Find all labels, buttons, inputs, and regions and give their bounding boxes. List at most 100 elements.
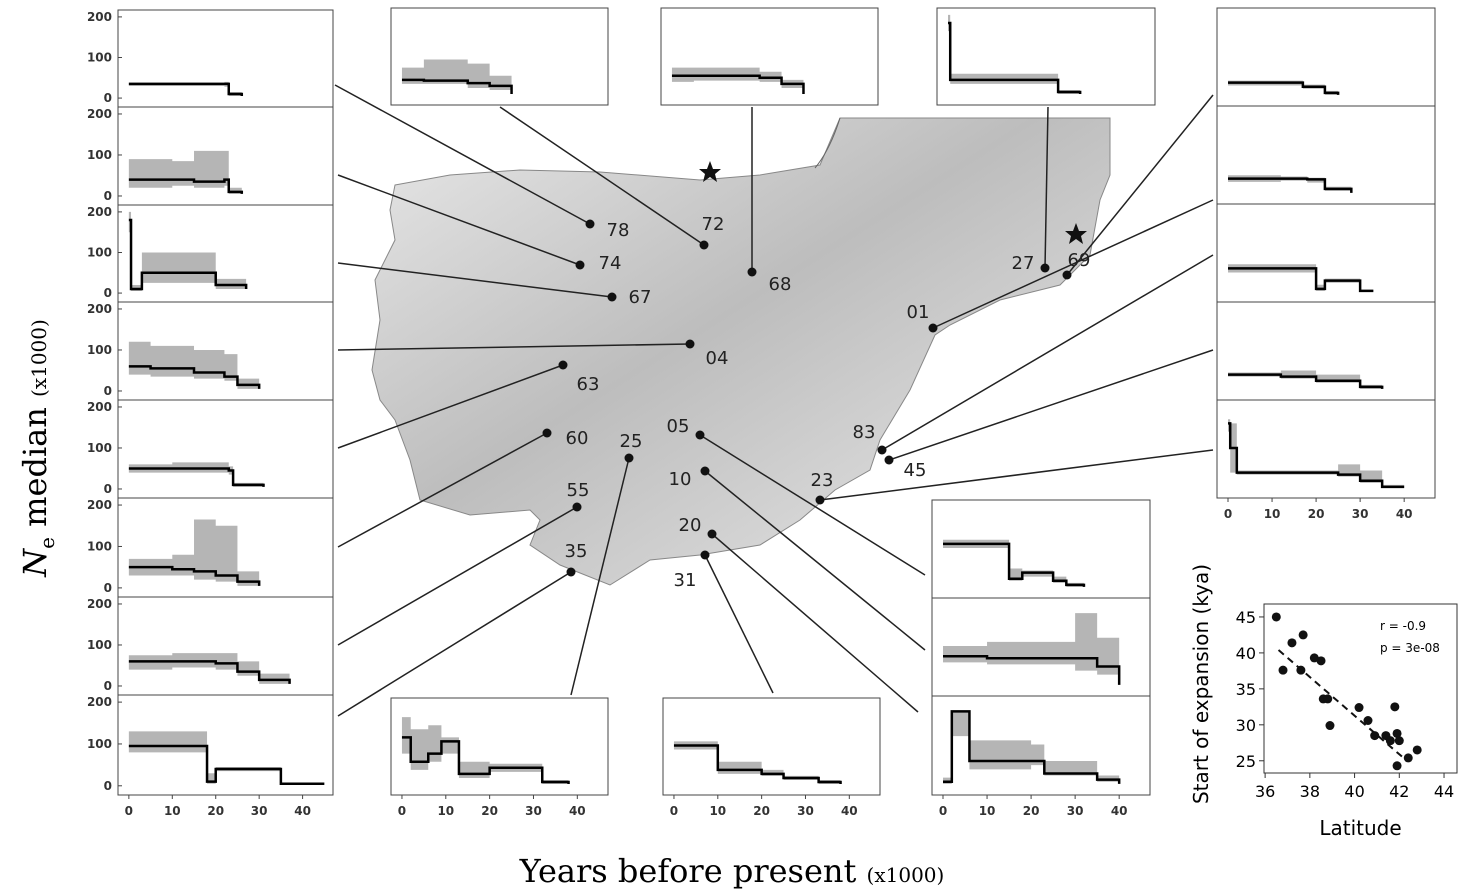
site-label: 60 bbox=[566, 428, 589, 449]
x-tick-label: 20 bbox=[1023, 804, 1040, 818]
site-label: 74 bbox=[599, 253, 622, 274]
x-axis-title: Latitude bbox=[1319, 816, 1401, 840]
site-dot bbox=[567, 568, 576, 577]
site-dot bbox=[700, 241, 709, 250]
x-tick-label: 30 bbox=[797, 804, 814, 818]
y-tick-label: 0 bbox=[104, 286, 112, 300]
panel-frame bbox=[391, 8, 608, 105]
site-dot bbox=[625, 454, 634, 463]
x-tick-label: 0 bbox=[1224, 507, 1232, 521]
y-tick-label: 100 bbox=[87, 638, 112, 652]
site-dot bbox=[708, 530, 717, 539]
site-dot bbox=[1041, 264, 1050, 273]
y-axis-title: Start of expansion (kya) bbox=[1189, 564, 1213, 804]
point bbox=[1287, 638, 1296, 647]
y-axis-label: Ne median (x1000) bbox=[16, 319, 59, 578]
y-tick-label: 200 bbox=[87, 695, 112, 709]
site-dot bbox=[701, 551, 710, 560]
point bbox=[1363, 716, 1372, 725]
panel-frame bbox=[1217, 302, 1435, 400]
point bbox=[1413, 745, 1422, 754]
site-label: 31 bbox=[674, 570, 697, 591]
x-tick-label: 0 bbox=[125, 804, 133, 818]
site-label: 72 bbox=[702, 214, 725, 235]
site-label: 68 bbox=[769, 274, 792, 295]
y-tick-label: 200 bbox=[87, 205, 112, 219]
site-dot bbox=[573, 503, 582, 512]
site-label: 10 bbox=[669, 469, 692, 490]
x-tick-label: 0 bbox=[939, 804, 947, 818]
y-tick-label: 200 bbox=[87, 400, 112, 414]
y-tick-label: 100 bbox=[87, 737, 112, 751]
point bbox=[1323, 694, 1332, 703]
site-label: 69 bbox=[1068, 250, 1091, 271]
panel-frame bbox=[932, 500, 1150, 598]
y-tick-label: 45 bbox=[1236, 608, 1256, 627]
site-label: 45 bbox=[904, 460, 927, 481]
point bbox=[1386, 736, 1395, 745]
y-tick-label: 0 bbox=[104, 91, 112, 105]
connector bbox=[889, 350, 1213, 460]
x-tick-label: 10 bbox=[1264, 507, 1281, 521]
x-tick-label: 30 bbox=[525, 804, 542, 818]
connector bbox=[705, 555, 773, 693]
annotation: p = 3e-08 bbox=[1380, 641, 1440, 655]
site-dot bbox=[543, 429, 552, 438]
x-tick-label: 20 bbox=[481, 804, 498, 818]
site-dot bbox=[748, 268, 757, 277]
connector bbox=[820, 450, 1213, 500]
y-tick-label: 0 bbox=[104, 189, 112, 203]
x-tick-label: 40 bbox=[294, 804, 311, 818]
x-tick-label: 30 bbox=[251, 804, 268, 818]
site-dot bbox=[586, 220, 595, 229]
site-label: 20 bbox=[679, 515, 702, 536]
x-tick-label: 20 bbox=[1308, 507, 1325, 521]
x-tick-label: 10 bbox=[164, 804, 181, 818]
x-tick-label: 0 bbox=[398, 804, 406, 818]
site-label: 25 bbox=[620, 431, 643, 452]
x-tick-label: 30 bbox=[1352, 507, 1369, 521]
point bbox=[1395, 736, 1404, 745]
x-tick-label: 38 bbox=[1300, 782, 1320, 801]
x-tick-label: 44 bbox=[1434, 782, 1454, 801]
site-dot bbox=[885, 456, 894, 465]
panel-frame bbox=[661, 8, 878, 105]
site-dot bbox=[816, 496, 825, 505]
site-label: 05 bbox=[667, 416, 690, 437]
x-tick-label: 10 bbox=[437, 804, 454, 818]
y-tick-label: 0 bbox=[104, 581, 112, 595]
site-dot bbox=[878, 446, 887, 455]
y-tick-label: 30 bbox=[1236, 716, 1256, 735]
y-tick-label: 200 bbox=[87, 10, 112, 24]
point bbox=[1296, 666, 1305, 675]
x-tick-label: 30 bbox=[1067, 804, 1084, 818]
x-tick-label: 10 bbox=[979, 804, 996, 818]
site-label: 01 bbox=[907, 302, 930, 323]
panel-frame bbox=[118, 597, 333, 695]
site-dot bbox=[608, 293, 617, 302]
point bbox=[1317, 656, 1326, 665]
x-tick-label: 40 bbox=[1344, 782, 1364, 801]
y-tick-label: 35 bbox=[1236, 680, 1256, 699]
panel-frame bbox=[118, 10, 333, 107]
y-tick-label: 100 bbox=[87, 245, 112, 259]
site-label: 55 bbox=[567, 480, 590, 501]
x-tick-label: 42 bbox=[1389, 782, 1409, 801]
y-tick-label: 200 bbox=[87, 597, 112, 611]
x-tick-label: 40 bbox=[841, 804, 858, 818]
site-label: 83 bbox=[853, 422, 876, 443]
point bbox=[1325, 721, 1334, 730]
point bbox=[1393, 761, 1402, 770]
site-label: 67 bbox=[629, 287, 652, 308]
site-label: 78 bbox=[607, 220, 630, 241]
site-dot bbox=[696, 431, 705, 440]
y-tick-label: 100 bbox=[87, 343, 112, 357]
panel-frame bbox=[118, 400, 333, 498]
x-label-unit: (x1000) bbox=[867, 863, 945, 887]
scatter-frame bbox=[1264, 604, 1457, 773]
y-tick-label: 100 bbox=[87, 148, 112, 162]
x-tick-label: 36 bbox=[1255, 782, 1275, 801]
y-tick-label: 0 bbox=[104, 779, 112, 793]
site-label: 27 bbox=[1012, 253, 1035, 274]
y-label-symbol: N bbox=[16, 548, 54, 578]
